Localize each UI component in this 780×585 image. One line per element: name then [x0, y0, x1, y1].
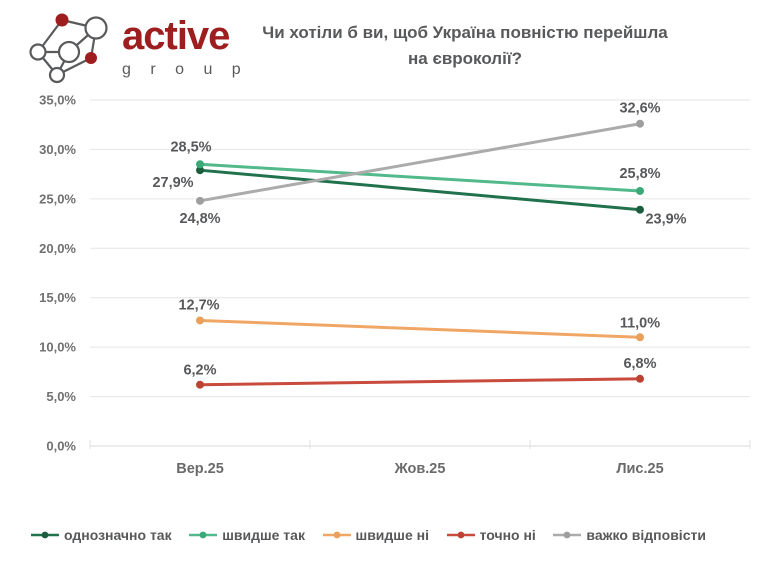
data-label: 28,5%	[170, 139, 211, 155]
legend-marker-icon	[31, 531, 59, 539]
series-line-4	[198, 122, 642, 203]
series-line-2	[198, 318, 642, 339]
y-axis-tick-label: 15,0%	[39, 290, 76, 305]
data-point-marker	[636, 186, 644, 195]
y-axis-tick-label: 10,0%	[39, 340, 76, 355]
legend-marker-icon	[189, 531, 218, 539]
y-axis-tick-label: 5,0%	[46, 389, 76, 404]
chart-title: Чи хотіли б ви, щоб Україна повністю пер…	[262, 23, 668, 68]
legend-item: точно ні	[446, 527, 536, 543]
legend-label: важко відповісти	[586, 527, 706, 543]
data-point-marker	[636, 374, 644, 383]
legend-item: важко відповісти	[552, 527, 706, 543]
y-axis-tick-label: 25,0%	[39, 191, 76, 206]
data-label: 12,7%	[178, 297, 219, 313]
logo-brand-text: active	[122, 14, 230, 58]
data-point-marker	[636, 333, 644, 342]
active-group-logo: active g r o u p	[26, 8, 248, 86]
data-label: 11,0%	[620, 315, 660, 331]
x-axis-tick-label: Жов.25	[394, 461, 446, 477]
data-label: 6,2%	[183, 363, 216, 379]
legend-marker-icon	[553, 531, 582, 539]
x-axis-tick-label: Вер.25	[176, 461, 224, 477]
data-label: 23,9%	[645, 212, 686, 228]
data-point-marker	[196, 166, 204, 175]
network-logo-icon	[29, 13, 108, 84]
series-line-0	[198, 168, 642, 212]
legend-label: швидше так	[222, 527, 305, 543]
data-label: 32,6%	[619, 101, 660, 117]
logo-sub-text: g r o u p	[122, 61, 249, 78]
legend-item: швидше ні	[322, 527, 429, 543]
legend-marker-icon	[446, 531, 475, 539]
data-point-marker	[196, 160, 204, 169]
legend-label: однозначно так	[64, 527, 172, 543]
data-label: 6,8%	[623, 356, 656, 372]
data-point-marker	[196, 316, 204, 325]
y-axis-tick-label: 30,0%	[39, 142, 76, 157]
logo-wordmark: active g r o u p	[122, 16, 248, 79]
y-axis-tick-label: 20,0%	[39, 241, 76, 256]
data-point-marker	[196, 196, 204, 205]
legend-marker-icon	[322, 531, 351, 539]
data-point-marker	[636, 119, 644, 128]
line-chart: 35,0% 30,0% 25,0% 20,0% 15,0% 10,0% 5,0% 0,0% Ве…	[39, 93, 751, 477]
legend-label: швидше ні	[355, 527, 429, 543]
series-line-3	[198, 377, 642, 387]
series-line-1	[198, 162, 642, 193]
data-label: 25,8%	[619, 166, 660, 182]
y-axis-tick-label: 35,0%	[39, 93, 76, 108]
legend-item: швидше так	[188, 527, 305, 543]
legend-item: однозначно так	[30, 527, 172, 543]
legend-label: точно ні	[479, 527, 536, 543]
data-label: 24,8%	[179, 211, 220, 227]
chart-legend: однозначно так швидше так швидше ні точно н…	[30, 527, 706, 543]
data-point-marker	[636, 205, 644, 214]
x-axis-tick-label: Лис.25	[616, 461, 663, 477]
y-axis-tick-label: 0,0%	[46, 439, 76, 454]
data-point-marker	[196, 380, 204, 389]
data-label: 27,9%	[152, 175, 193, 191]
